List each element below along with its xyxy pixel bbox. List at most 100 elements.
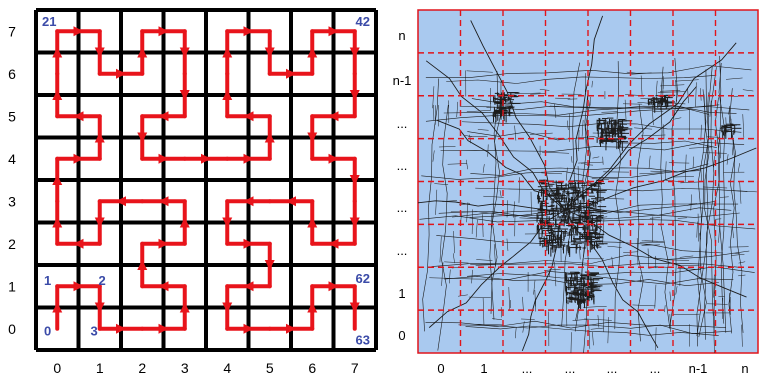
curve-arrow (349, 90, 360, 100)
cell-number: 42 (356, 14, 370, 29)
curve-arrow (243, 111, 254, 122)
curve-arrow (328, 111, 339, 122)
x-tick-label: n-1 (689, 361, 708, 376)
x-tick-label: 2 (138, 360, 146, 376)
y-tick-label: ... (397, 200, 408, 215)
curve-arrow (307, 47, 318, 58)
curve-arrow (73, 111, 84, 122)
curve-arrow (73, 153, 84, 164)
x-tick-label: 4 (223, 360, 231, 376)
curve-arrow (73, 238, 84, 249)
urban-cluster (536, 179, 608, 257)
curve-arrow (222, 302, 233, 313)
curve-arrow (179, 47, 190, 58)
curve-arrow (328, 281, 339, 292)
curve-arrow (73, 281, 84, 292)
curve-arrow (264, 260, 275, 270)
curve-arrow (137, 260, 148, 270)
y-tick-label: 6 (8, 66, 16, 82)
y-tick-label: 7 (8, 23, 16, 39)
curve-arrow (243, 26, 254, 37)
curve-arrow (307, 132, 318, 143)
cell-number: 21 (42, 14, 56, 29)
curve-arrow (94, 217, 105, 228)
x-tick-label: 5 (266, 360, 274, 376)
curve-arrow (243, 238, 254, 249)
curve-arrow (158, 153, 169, 164)
curve-arrow (94, 132, 105, 143)
road-lines (418, 15, 757, 353)
curve-arrow (158, 196, 169, 207)
y-tick-label: 0 (398, 328, 405, 343)
x-tick-label: 0 (53, 360, 61, 376)
curve-arrow (307, 302, 318, 313)
curve-arrow (264, 132, 275, 143)
curve-arrow (52, 302, 63, 313)
road-network-map: n n-1............ 1 0 0 1............ n-1 n (393, 9, 759, 376)
curve-arrow (116, 323, 126, 334)
cell-number: 63 (356, 333, 370, 348)
y-tick-label: 5 (8, 108, 16, 124)
curve-arrow (264, 47, 275, 58)
cell-number: 62 (356, 271, 370, 286)
curve-arrow (243, 323, 254, 334)
curve-arrow (349, 302, 360, 313)
y-tick-label: 1 (8, 278, 16, 294)
y-tick-label: ... (397, 158, 408, 173)
y-tick-label: 0 (8, 321, 16, 337)
x-tick-label: 1 (480, 361, 487, 376)
curve-arrow (137, 47, 148, 58)
x-tick-label: 1 (96, 360, 104, 376)
x-tick-label: ... (650, 361, 661, 376)
curve-arrow (243, 196, 254, 207)
curve-arrow (243, 153, 254, 164)
curve-arrow (116, 196, 126, 207)
cell-number: 3 (91, 324, 98, 339)
x-tick-label: n (741, 361, 748, 376)
curve-arrow (328, 26, 339, 37)
x-tick-label: 6 (308, 360, 316, 376)
curve-arrow (222, 90, 233, 100)
curve-arrow (286, 68, 296, 79)
curve-arrow (158, 281, 169, 292)
curve-arrow (179, 217, 190, 228)
curve-arrow (94, 47, 105, 58)
y-tick-label: 3 (8, 193, 16, 209)
x-tick-label: ... (607, 361, 618, 376)
curve-arrow (286, 196, 296, 207)
cell-number: 0 (44, 324, 51, 339)
curve-arrow (222, 217, 233, 228)
curve-arrow (286, 323, 296, 334)
curve-arrow (94, 302, 105, 313)
y-tick-label: n (398, 28, 405, 43)
y-tick-label: n-1 (393, 73, 412, 88)
y-tick-label: ... (397, 243, 408, 258)
y-tick-label: ... (397, 116, 408, 131)
curve-arrow (201, 153, 211, 164)
curve-arrow (137, 132, 148, 143)
urban-cluster (720, 123, 742, 139)
curve-arrow (179, 90, 190, 100)
curve-arrow (349, 217, 360, 228)
curve-arrow (349, 175, 360, 185)
x-tick-label: 7 (351, 360, 359, 376)
curve-arrow (158, 238, 169, 249)
curve-arrow (52, 47, 63, 58)
x-tick-label: 0 (437, 361, 444, 376)
curve-arrow (158, 111, 169, 122)
curve-arrow (52, 175, 63, 185)
y-tick-label: 1 (398, 286, 405, 301)
cell-number: 2 (99, 273, 106, 288)
curve-arrow (328, 238, 339, 249)
curve-arrow (52, 90, 63, 100)
curve-arrow (52, 217, 63, 228)
curve-arrow (328, 153, 339, 164)
curve-arrow (222, 47, 233, 58)
y-tick-label: 2 (8, 236, 16, 252)
curve-arrow (349, 47, 360, 58)
x-tick-label: ... (565, 361, 576, 376)
curve-arrow (179, 302, 190, 313)
cell-number: 1 (44, 273, 51, 288)
curve-arrow (307, 217, 318, 228)
